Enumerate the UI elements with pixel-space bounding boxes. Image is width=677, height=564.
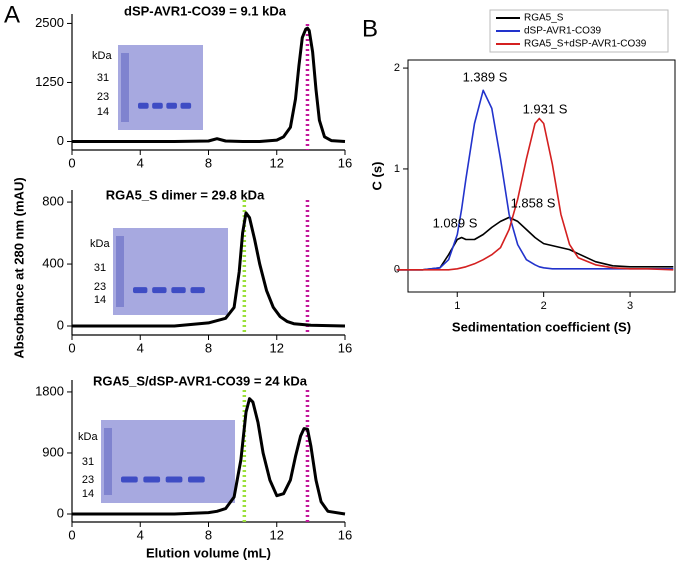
inset-label: kDa	[90, 238, 110, 250]
x-tick-label: 4	[137, 155, 144, 170]
inset-label: 14	[97, 106, 109, 118]
x-tick-label: 8	[205, 527, 212, 542]
inset-label: 31	[94, 262, 106, 274]
x-tick-label: 8	[205, 155, 212, 170]
y-tick-label: 800	[42, 194, 64, 209]
inset-label: kDa	[92, 50, 112, 62]
gel-ladder	[121, 53, 129, 122]
y-tick-label: 2500	[35, 15, 64, 30]
x-tick-label: 0	[68, 155, 75, 170]
gel-band	[143, 476, 161, 483]
gel-band	[171, 287, 186, 294]
panel-label: B	[362, 15, 378, 42]
inset-label: 31	[82, 456, 94, 468]
x-tick-label: 8	[205, 340, 212, 355]
x-tick-label: 1	[454, 300, 460, 312]
gel-inset	[113, 228, 228, 315]
legend-label: RGA5_S+dSP-AVR1-CO39	[524, 39, 647, 50]
chart-title: RGA5_S/dSP-AVR1-CO39 = 24 kDa	[93, 373, 308, 388]
gel-band	[188, 476, 205, 483]
inset-label: 14	[82, 488, 94, 500]
y-tick-label: 0	[57, 317, 64, 332]
gel-band	[133, 287, 148, 294]
gel-band	[180, 102, 192, 109]
x-tick-label: 12	[270, 340, 284, 355]
x-tick-label: 16	[338, 340, 352, 355]
peak-annotation: 1.089 S	[433, 215, 478, 230]
chart-title: dSP-AVR1-CO39 = 9.1 kDa	[124, 3, 287, 18]
gel-inset	[118, 45, 203, 130]
gel-ladder	[116, 236, 124, 307]
x-tick-label: 2	[541, 300, 547, 312]
data-line	[72, 26, 346, 143]
inset-label: kDa	[78, 431, 98, 443]
inset-label: 23	[97, 91, 109, 103]
gel-band	[190, 287, 205, 294]
y-tick-label: 1	[394, 163, 400, 175]
inset-label: 31	[97, 72, 109, 84]
gel-inset	[101, 420, 235, 503]
x-tick-label: 12	[270, 527, 284, 542]
x-tick-label: 4	[137, 527, 144, 542]
x-tick-label: 0	[68, 527, 75, 542]
x-tick-label: 16	[338, 155, 352, 170]
gel-ladder	[104, 428, 112, 495]
gel-band	[152, 102, 163, 109]
x-tick-label: 0	[68, 340, 75, 355]
y-tick-label: 0	[57, 133, 64, 148]
gel-band	[152, 287, 167, 294]
legend-label: dSP-AVR1-CO39	[524, 26, 602, 37]
data-line	[396, 216, 674, 271]
x-tick-label: 12	[270, 155, 284, 170]
data-line	[72, 211, 346, 328]
panel-label: A	[4, 1, 20, 28]
peak-annotation: 1.389 S	[463, 69, 508, 84]
plot-frame	[407, 59, 676, 293]
data-line	[72, 397, 346, 516]
y-axis-label: C (s)	[369, 162, 384, 191]
peak-annotation: 1.858 S	[511, 195, 556, 210]
inset-label: 23	[82, 474, 94, 486]
y-tick-label: 0	[57, 505, 64, 520]
y-tick-label: 400	[42, 255, 64, 270]
x-tick-label: 16	[338, 527, 352, 542]
x-tick-label: 4	[137, 340, 144, 355]
x-axis-label: Sedimentation coefficient (S)	[452, 319, 631, 334]
gel-band	[138, 102, 149, 109]
inset-label: 23	[94, 281, 106, 293]
y-tick-label: 2	[394, 62, 400, 74]
inset-label: 14	[94, 294, 106, 306]
legend-label: RGA5_S	[524, 13, 564, 24]
data-line	[396, 89, 674, 271]
x-axis-label: Elution volume (mL)	[146, 545, 271, 560]
y-tick-label: 1800	[35, 383, 64, 398]
y-tick-label: 900	[42, 444, 64, 459]
gel-band	[166, 102, 177, 109]
y-tick-label: 1250	[35, 74, 64, 89]
gel-band	[165, 476, 183, 483]
peak-annotation: 1.931 S	[523, 101, 568, 116]
x-tick-label: 3	[627, 300, 633, 312]
data-line	[396, 117, 674, 271]
chart-title: RGA5_S dimer = 29.8 kDa	[106, 187, 265, 202]
y-axis-label: Absorbance at 280 nm (mAU)	[11, 177, 26, 358]
gel-band	[121, 476, 138, 483]
